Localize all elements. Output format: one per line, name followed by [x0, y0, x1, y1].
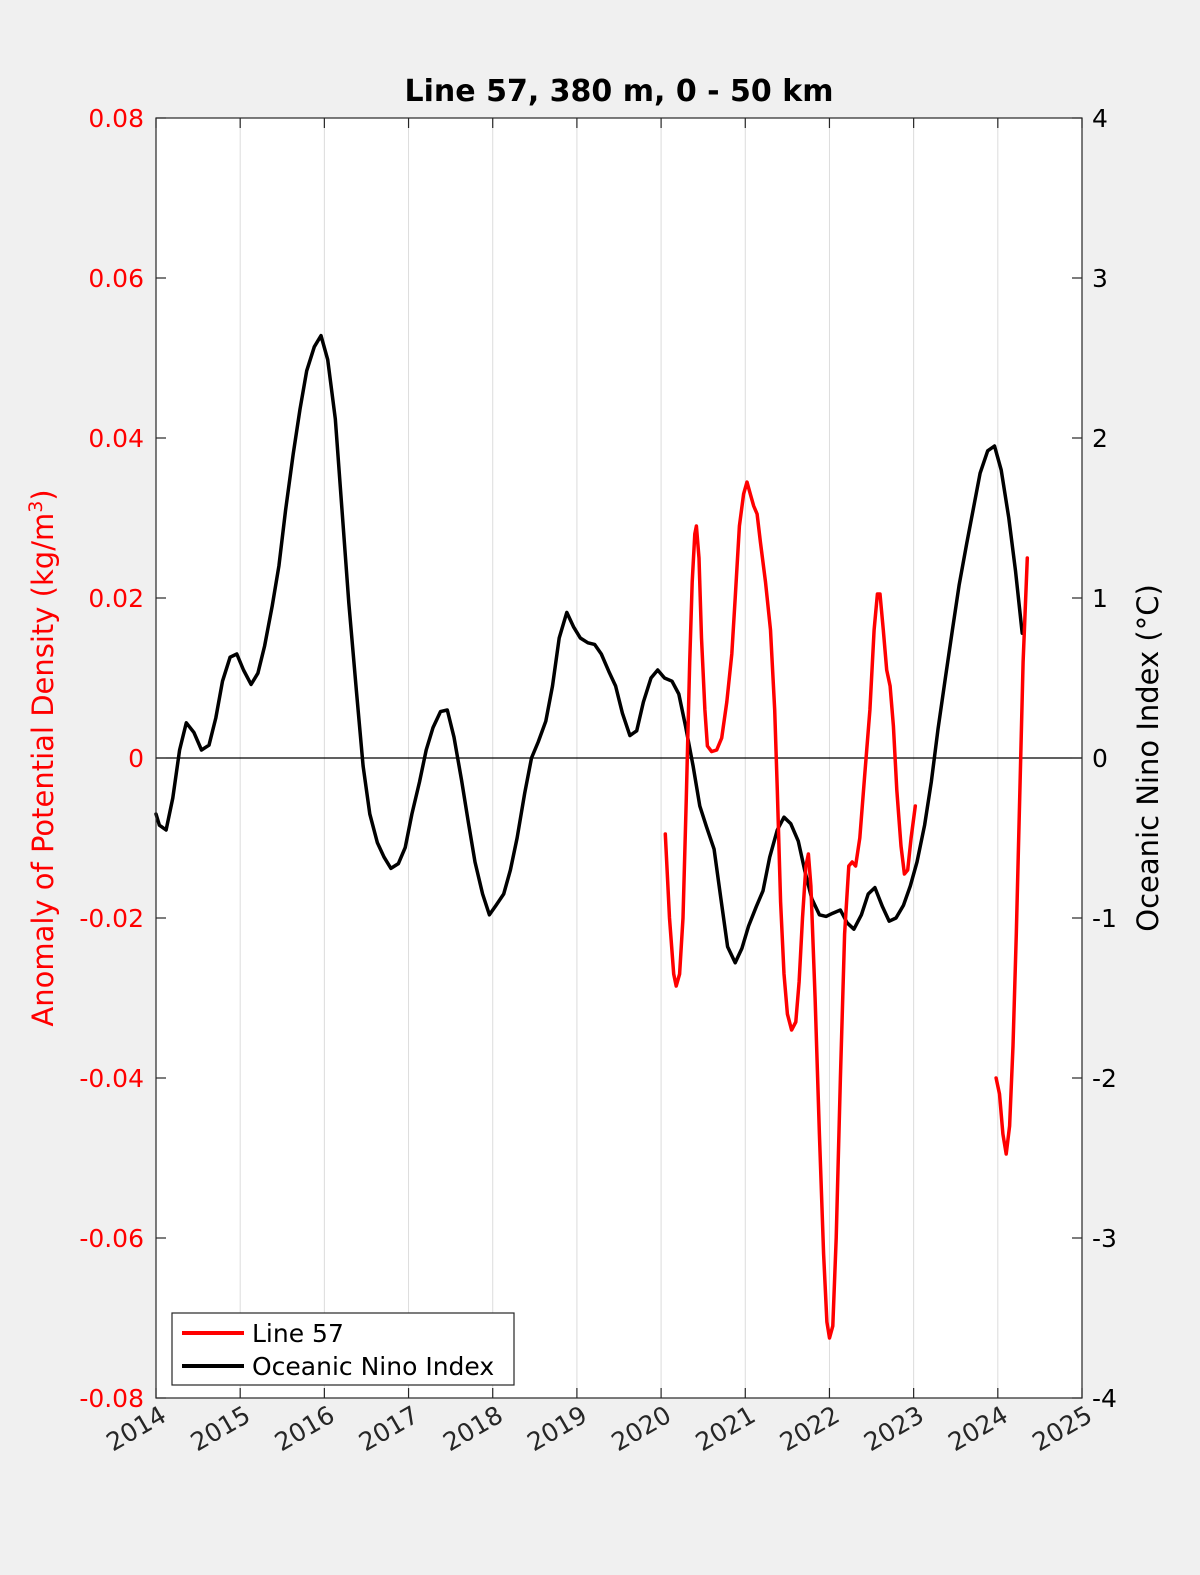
y-left-tick-label: -0.04: [79, 1064, 144, 1093]
y-right-tick-label: 3: [1092, 264, 1108, 293]
y-left-tick-label: 0.06: [88, 264, 144, 293]
y-left-tick-label: 0.04: [88, 424, 144, 453]
y-axis-left-label-main: Anomaly of Potential Density (kg/m: [26, 513, 60, 1027]
y-left-tick-label: 0.08: [88, 104, 144, 133]
y-right-tick-label: 4: [1092, 104, 1108, 133]
y-left-tick-label: -0.06: [79, 1224, 144, 1253]
y-right-tick-label: -1: [1092, 904, 1117, 933]
series-line-line57-segment-1: [663, 480, 918, 1340]
y-left-tick-label: -0.02: [79, 904, 144, 933]
y-right-tick-label: -4: [1092, 1384, 1117, 1413]
y-axis-right-label: Oceanic Nino Index (°C): [1131, 584, 1165, 932]
y-axis-left-label-close: ): [26, 489, 60, 500]
chart-title: Line 57, 380 m, 0 - 50 km: [405, 74, 834, 109]
legend-box: [171, 1312, 515, 1386]
legend-label-oni: Oceanic Nino Index: [252, 1352, 494, 1381]
legend[interactable]: Line 57 Oceanic Nino Index: [171, 1312, 515, 1386]
y-right-tick-label: 2: [1092, 424, 1108, 453]
y-right-tick-label: -3: [1092, 1224, 1117, 1253]
y-left-tick-label: -0.08: [79, 1384, 144, 1413]
y-left-tick-label: 0.02: [88, 584, 144, 613]
series-line-line57-segment-2: [994, 556, 1030, 1156]
y-axis-left-label-superscript: 3: [25, 501, 47, 513]
y-right-tick-label: 1: [1092, 584, 1108, 613]
y-right-tick-label: -2: [1092, 1064, 1117, 1093]
y-left-tick-label: 0: [128, 744, 144, 773]
y-axis-left-label: Anomaly of Potential Density (kg/m3): [25, 489, 60, 1026]
series-line-oceanic-nino-index: [154, 333, 1024, 965]
y-right-tick-label: 0: [1092, 744, 1108, 773]
legend-label-line57: Line 57: [252, 1319, 344, 1348]
series-layer: [154, 333, 1030, 1340]
